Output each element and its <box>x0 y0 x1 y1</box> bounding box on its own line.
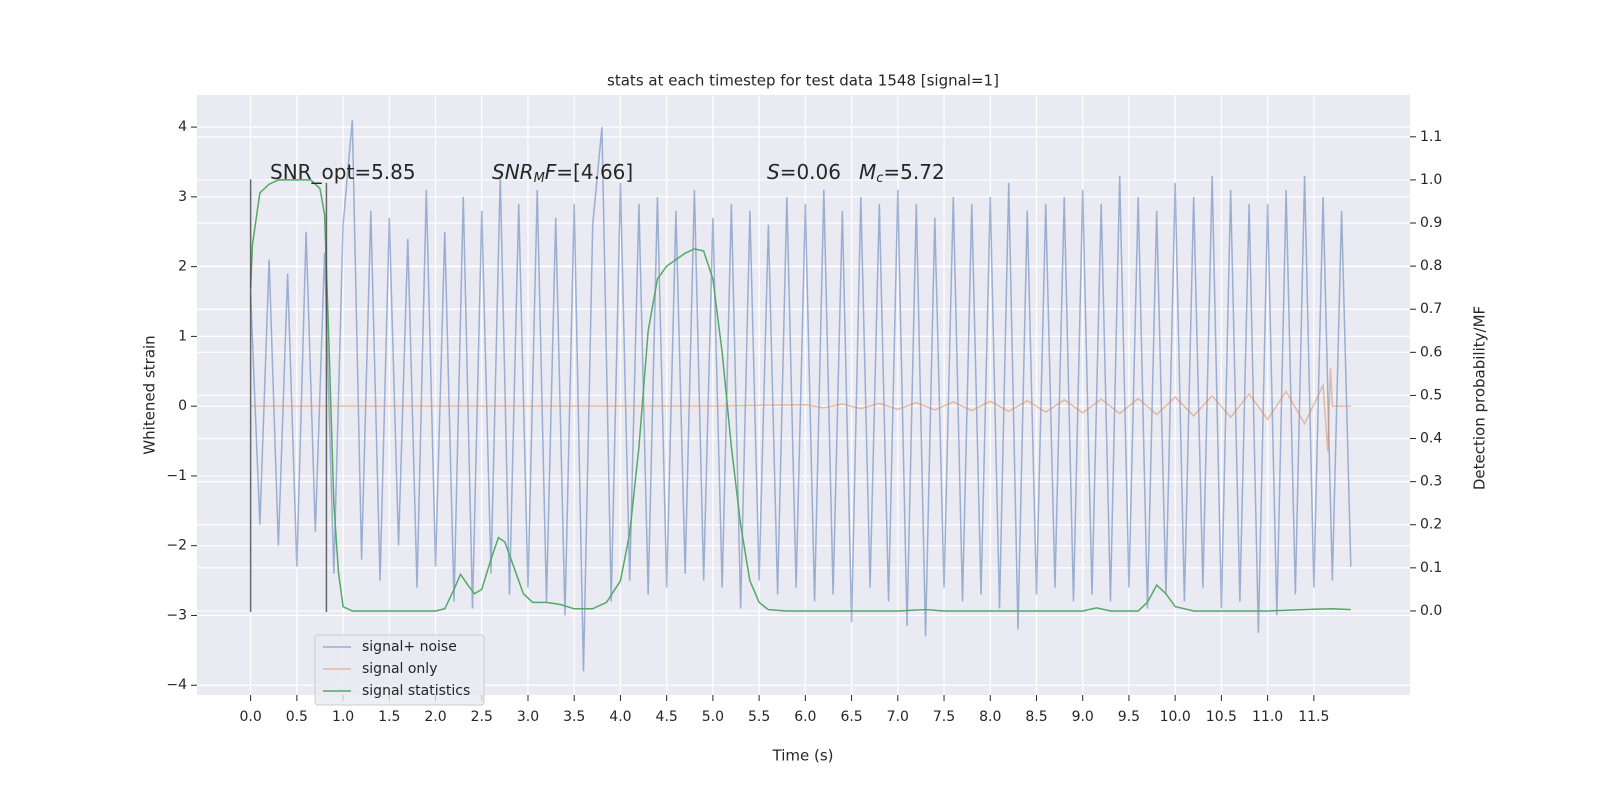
x-tick-label: 8.5 <box>1025 709 1047 725</box>
y2-tick-label: 0.7 <box>1420 301 1442 317</box>
y2-tick-label: 1.1 <box>1420 129 1442 145</box>
y2-tick-label: 0.9 <box>1420 215 1442 231</box>
x-tick-label: 3.0 <box>517 709 539 725</box>
x-tick-label: 8.0 <box>979 709 1001 725</box>
series-line <box>250 367 1351 452</box>
annotation-part: =0.06 <box>780 160 841 184</box>
x-tick-label: 11.5 <box>1298 709 1329 725</box>
annotation-part: c <box>876 171 883 186</box>
x-tick-label: 3.5 <box>563 709 585 725</box>
annotation: SNR_opt=5.85 <box>270 160 416 184</box>
x-tick-label: 1.0 <box>332 709 354 725</box>
annotation: SNRMF=[4.66] <box>492 160 633 186</box>
x-tick-label: 10.5 <box>1206 709 1237 725</box>
x-axis-label: Time (s) <box>772 747 834 765</box>
x-tick-label: 0.0 <box>239 709 261 725</box>
y2-tick-label: 0.4 <box>1420 431 1442 447</box>
x-tick-label: 7.5 <box>933 709 955 725</box>
x-tick-label: 2.0 <box>424 709 446 725</box>
y-tick-label: 0 <box>178 398 187 414</box>
legend-label: signal+ noise <box>362 639 457 655</box>
y2-tick-label: 1.0 <box>1420 172 1442 188</box>
legend <box>314 634 485 706</box>
x-tick-label: 9.0 <box>1072 709 1094 725</box>
chart-title: stats at each timestep for test data 154… <box>607 72 999 90</box>
annotation-part: SNR_opt=5.85 <box>270 160 416 184</box>
x-tick-label: 4.5 <box>656 709 678 725</box>
legend-label: signal statistics <box>362 683 470 699</box>
axes: 0.0 0.5 1.0 1.5 2.0 2.5 3.0 3.5 4.0 4.5 5.0 5.5 6.0 6… <box>166 119 1442 725</box>
y-tick-label: −2 <box>166 538 187 554</box>
x-tick-label: 11.0 <box>1252 709 1283 725</box>
x-tick-label: 6.0 <box>794 709 816 725</box>
x-tick-label: 4.0 <box>609 709 631 725</box>
annotation: Mc=5.72 <box>859 160 945 186</box>
y2-tick-label: 0.2 <box>1420 517 1442 533</box>
x-tick-label: 2.5 <box>471 709 493 725</box>
y-tick-label: −4 <box>166 677 187 693</box>
annotation-part: S <box>767 160 780 184</box>
y2-tick-label: 0.0 <box>1420 603 1442 619</box>
x-tick-label: 1.5 <box>378 709 400 725</box>
y2-axis-label: Detection probability/MF <box>1471 306 1489 490</box>
x-tick-label: 0.5 <box>286 709 308 725</box>
y-tick-label: −1 <box>166 468 187 484</box>
x-tick-label: 7.0 <box>887 709 909 725</box>
y-tick-label: 4 <box>178 119 187 135</box>
x-tick-label: 5.5 <box>748 709 770 725</box>
annotation-part: F <box>545 160 557 184</box>
y-tick-label: 3 <box>178 189 187 205</box>
annotation-part: =5.72 <box>883 160 944 184</box>
y2-tick-label: 0.3 <box>1420 474 1442 490</box>
annotation-part: M <box>859 160 876 184</box>
x-tick-label: 10.0 <box>1160 709 1191 725</box>
marks <box>249 120 1352 672</box>
y-axis-label: Whitened strain <box>141 335 159 454</box>
annotation-part: SNR <box>492 160 534 184</box>
y2-tick-label: 0.6 <box>1420 344 1442 360</box>
x-tick-label: 5.0 <box>702 709 724 725</box>
y-tick-label: −3 <box>166 607 187 623</box>
annotation-part: =[4.66] <box>556 160 633 184</box>
x-tick-label: 6.5 <box>840 709 862 725</box>
y2-tick-label: 0.1 <box>1420 560 1442 576</box>
y-tick-label: 1 <box>178 328 187 344</box>
series-line <box>249 120 1352 672</box>
y2-tick-label: 0.5 <box>1420 387 1442 403</box>
series-line <box>249 179 1351 612</box>
annotation-part: M <box>534 171 545 186</box>
annotation: S=0.06 <box>767 160 841 184</box>
y2-tick-label: 0.8 <box>1420 258 1442 274</box>
y-tick-label: 2 <box>178 259 187 275</box>
legend-label: signal only <box>362 661 437 677</box>
x-tick-label: 9.5 <box>1118 709 1140 725</box>
